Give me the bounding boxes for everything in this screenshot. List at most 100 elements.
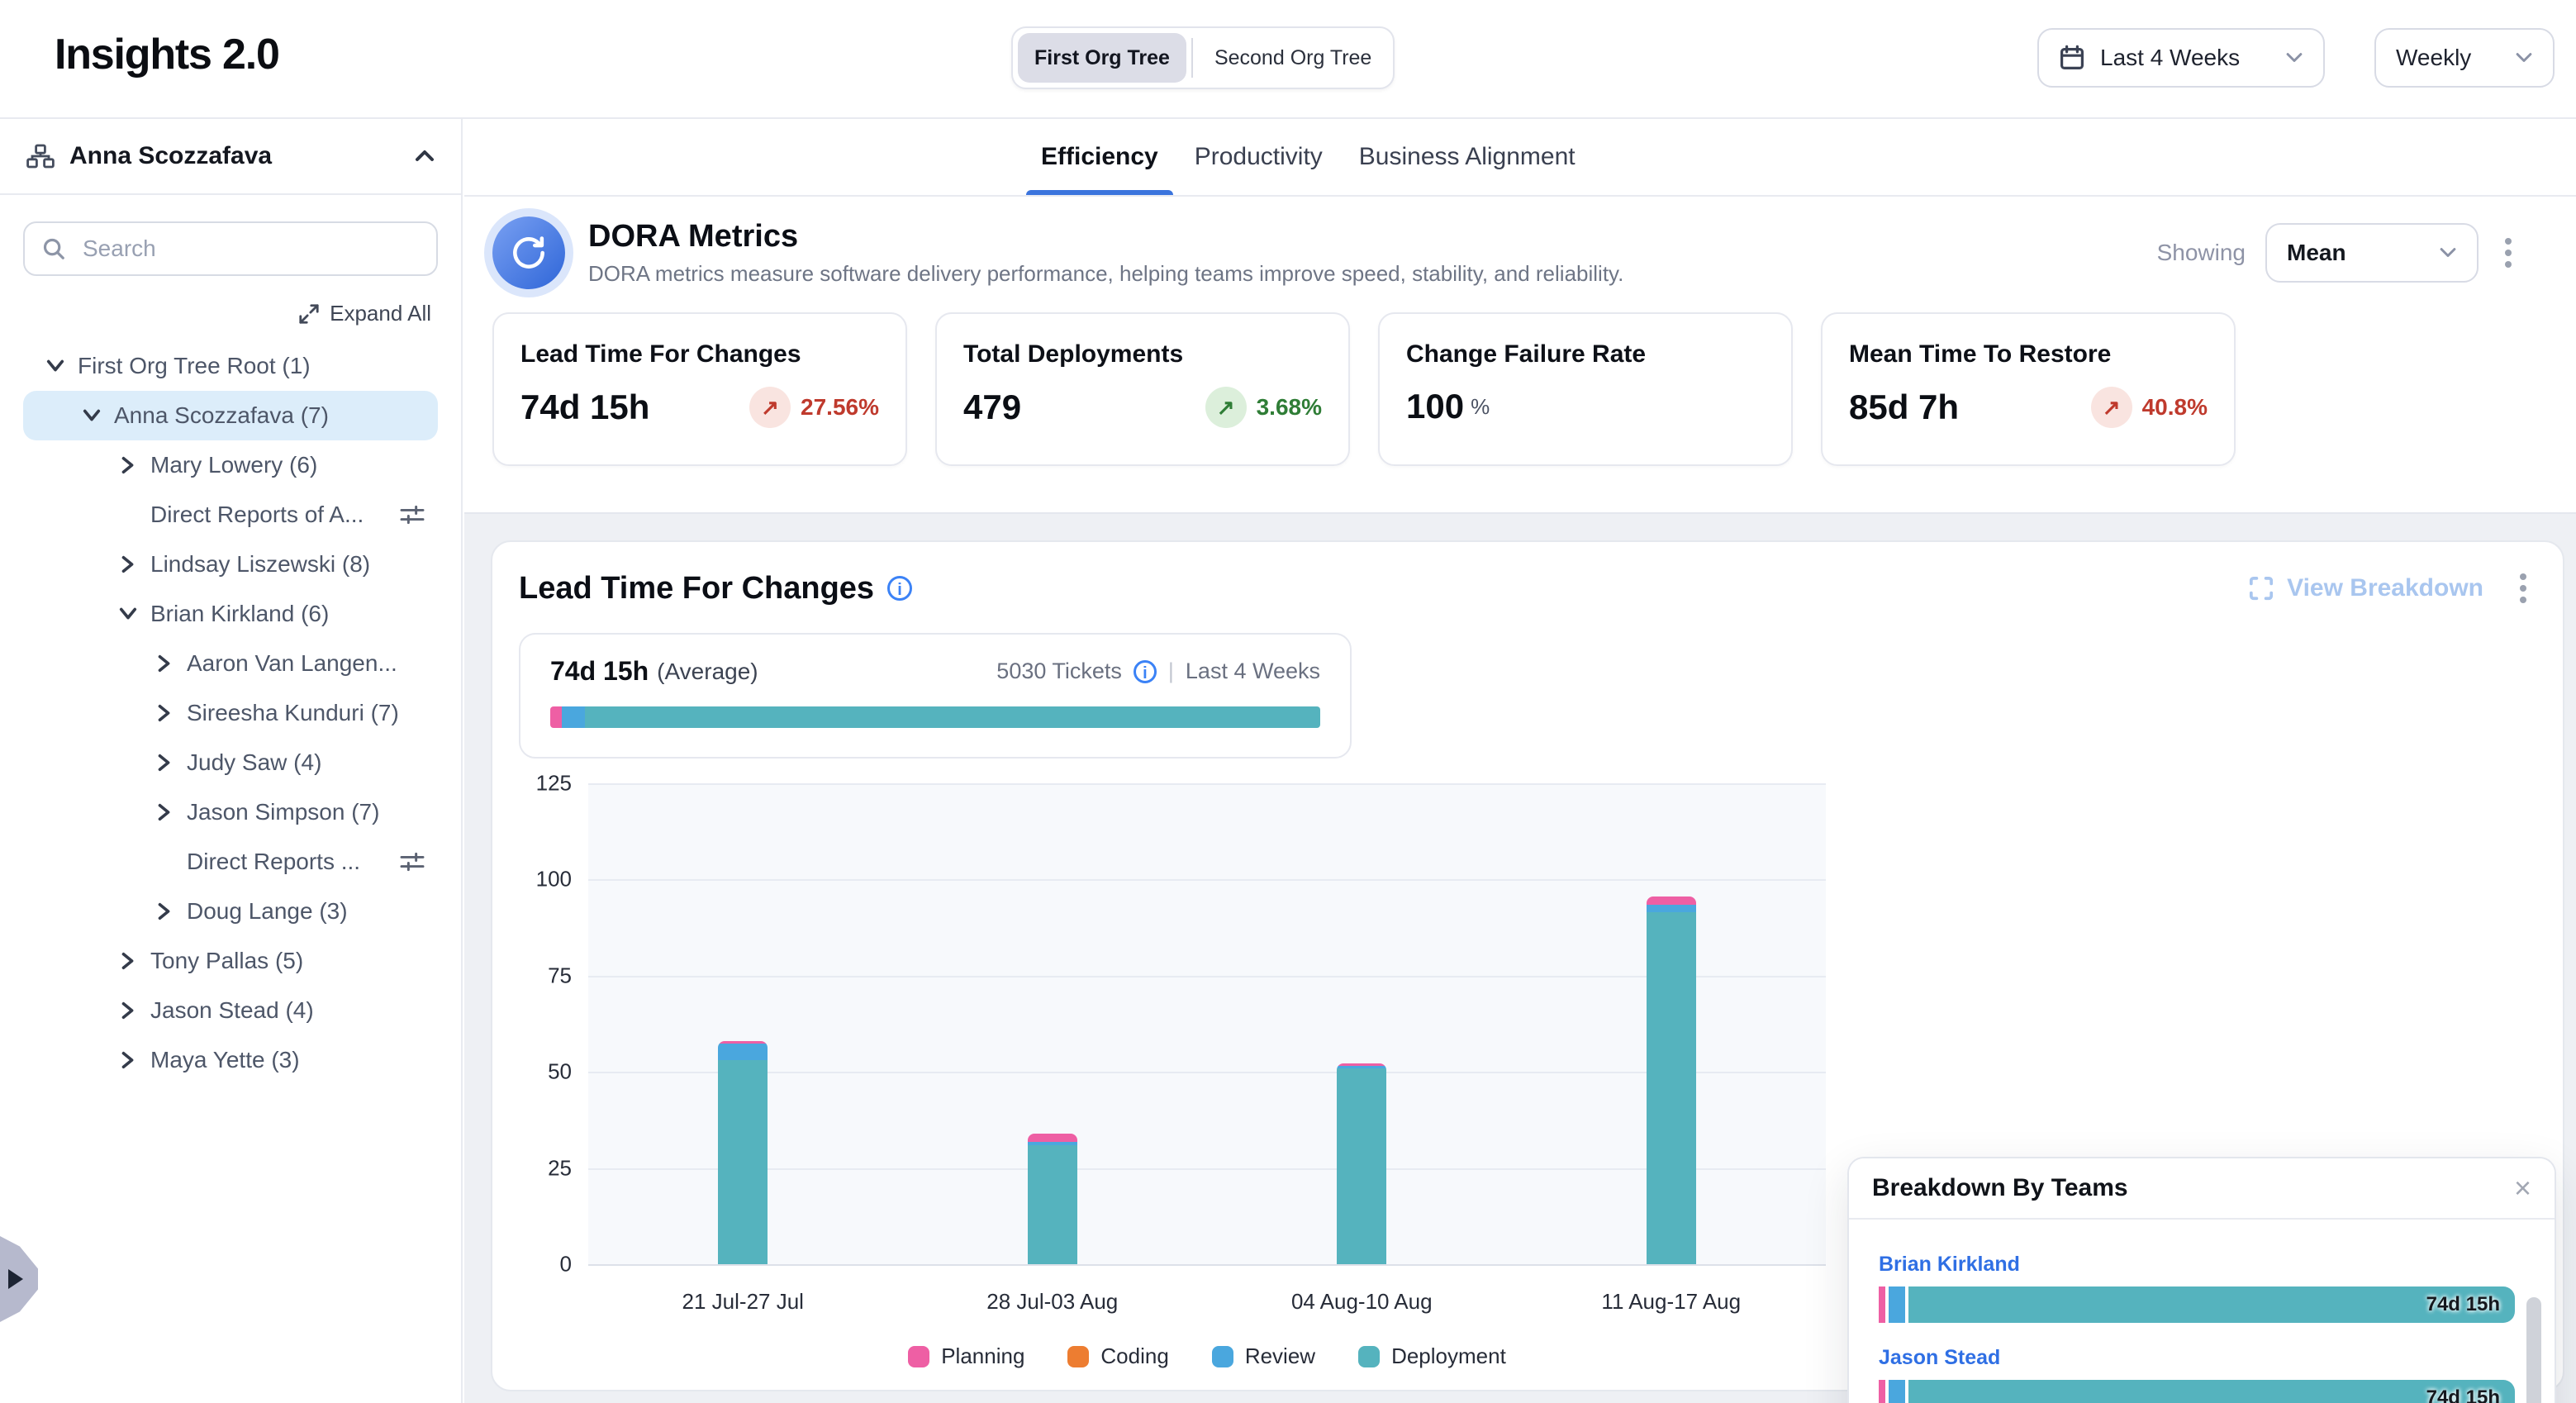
tree-item[interactable]: Sireesha Kunduri (7) xyxy=(23,688,438,738)
chevron-right-icon[interactable] xyxy=(119,456,137,474)
chevron-right-icon[interactable] xyxy=(155,902,173,920)
dora-title: DORA Metrics xyxy=(588,219,799,254)
chevron-up-icon[interactable] xyxy=(415,150,435,163)
tree-item[interactable]: Lindsay Liszewski (8) xyxy=(23,540,438,589)
showing-dropdown[interactable]: Mean xyxy=(2265,223,2479,283)
scrollbar-thumb[interactable] xyxy=(2526,1297,2541,1403)
tree-item[interactable]: Tony Pallas (5) xyxy=(23,936,438,986)
y-axis-tick: 100 xyxy=(535,866,572,892)
legend-item-deployment[interactable]: Deployment xyxy=(1358,1344,1506,1369)
average-summary-card: 74d 15h (Average) 5030 Tickets i | Last … xyxy=(519,633,1352,759)
expand-all-button[interactable]: Expand All xyxy=(30,301,431,326)
tab-efficiency[interactable]: Efficiency xyxy=(1026,119,1173,195)
team-stacked-bar: 74d 15h xyxy=(1879,1380,2515,1403)
y-axis-tick: 125 xyxy=(535,770,572,796)
tree-item-label: Tony Pallas (5) xyxy=(150,948,304,973)
toggle-first-org-tree[interactable]: First Org Tree xyxy=(1018,33,1186,83)
stacked-bar[interactable] xyxy=(718,1040,768,1264)
org-tree-toggle: First Org Tree Second Org Tree xyxy=(1011,26,1395,89)
tab-productivity[interactable]: Productivity xyxy=(1194,143,1323,170)
tree-item[interactable]: First Org Tree Root (1) xyxy=(23,341,438,391)
lead-time-menu-button[interactable] xyxy=(2513,567,2533,610)
tab-business-alignment[interactable]: Business Alignment xyxy=(1358,143,1576,170)
bar-segment-deployment xyxy=(718,1060,768,1264)
team-name-link[interactable]: Jason Stead xyxy=(1879,1346,2001,1369)
x-axis-label: 04 Aug-10 Aug xyxy=(1290,1289,1433,1314)
x-axis-label: 21 Jul-27 Jul xyxy=(682,1289,804,1314)
team-name-link[interactable]: Brian Kirkland xyxy=(1879,1253,2020,1276)
avg-bar-segment-planning xyxy=(550,706,562,728)
tree-item[interactable]: Brian Kirkland (6) xyxy=(23,589,438,639)
dora-metrics-header: DORA Metrics DORA metrics measure softwa… xyxy=(492,216,2548,289)
tree-item[interactable]: Judy Saw (4) xyxy=(23,738,438,787)
tree-item[interactable]: Jason Simpson (7) xyxy=(23,787,438,837)
toggle-second-org-tree[interactable]: Second Org Tree xyxy=(1214,45,1372,69)
stacked-bar[interactable] xyxy=(1027,1133,1077,1264)
info-icon[interactable]: i xyxy=(1133,659,1157,683)
chevron-spacer xyxy=(119,506,137,524)
showing-label: Showing xyxy=(2156,240,2246,265)
filter-sliders-icon[interactable] xyxy=(400,504,425,526)
bar-segment-deployment xyxy=(1337,1068,1387,1264)
tree-item[interactable]: Maya Yette (3) xyxy=(23,1035,438,1085)
tree-item[interactable]: Jason Stead (4) xyxy=(23,986,438,1035)
tree-item[interactable]: Direct Reports of A... xyxy=(23,490,438,540)
date-range-dropdown[interactable]: Last 4 Weeks xyxy=(2037,28,2325,88)
chevron-right-icon[interactable] xyxy=(119,1001,137,1020)
chevron-right-icon[interactable] xyxy=(155,754,173,772)
chevron-right-icon[interactable] xyxy=(119,952,137,970)
tree-item[interactable]: Direct Reports ... xyxy=(23,837,438,887)
chevron-down-icon[interactable] xyxy=(83,407,101,425)
search-box[interactable] xyxy=(23,221,438,276)
triangle-right-icon xyxy=(8,1269,23,1289)
chart-section-background: Lead Time For Changes i View Breakdown 7… xyxy=(464,512,2576,1403)
legend-label: Deployment xyxy=(1391,1344,1506,1368)
legend-item-planning[interactable]: Planning xyxy=(908,1344,1024,1369)
chevron-right-icon[interactable] xyxy=(155,803,173,821)
search-input[interactable] xyxy=(79,234,420,264)
metric-delta-badge: ↗ 3.68% xyxy=(1205,387,1322,428)
bar-segment-planning xyxy=(1646,896,1696,905)
dora-menu-button[interactable] xyxy=(2498,231,2518,274)
breakdown-by-teams-panel: Breakdown By Teams × Brian Kirkland 74d 1… xyxy=(1847,1157,2556,1403)
tree-item[interactable]: Anna Scozzafava (7) xyxy=(23,391,438,440)
team-stacked-bar: 74d 15h xyxy=(1879,1286,2515,1323)
toggle-divider xyxy=(1191,38,1193,78)
tree-item[interactable]: Doug Lange (3) xyxy=(23,887,438,936)
tree-item[interactable]: Aaron Van Langen... xyxy=(23,639,438,688)
metric-card-title: Total Deployments xyxy=(963,340,1184,368)
chevron-down-icon[interactable] xyxy=(46,357,64,375)
tree-item[interactable]: Mary Lowery (6) xyxy=(23,440,438,490)
avg-bar-segment-review xyxy=(561,706,585,728)
chevron-down-icon[interactable] xyxy=(119,605,137,623)
metric-card-title: Lead Time For Changes xyxy=(520,340,801,368)
stacked-bar[interactable] xyxy=(1337,1063,1387,1264)
y-axis-tick: 75 xyxy=(548,963,572,988)
bar-segment-review xyxy=(1646,904,1696,912)
view-breakdown-button[interactable]: View Breakdown xyxy=(2249,574,2483,602)
info-icon[interactable]: i xyxy=(887,576,913,601)
bar-segment-review xyxy=(1337,1066,1387,1068)
metric-delta-badge: ↗ 40.8% xyxy=(2090,387,2208,428)
chart-legend: Planning Coding Review Deployment xyxy=(588,1344,1826,1369)
legend-item-review[interactable]: Review xyxy=(1211,1344,1315,1369)
close-icon[interactable]: × xyxy=(2513,1171,2531,1205)
stacked-bar[interactable] xyxy=(1646,896,1696,1264)
legend-item-coding[interactable]: Coding xyxy=(1067,1344,1169,1369)
gridline xyxy=(588,783,1826,785)
average-stacked-bar xyxy=(550,706,1320,728)
granularity-dropdown[interactable]: Weekly xyxy=(2374,28,2555,88)
sidebar-header[interactable]: Anna Scozzafava xyxy=(0,119,461,195)
chevron-down-icon xyxy=(2439,247,2457,259)
gridline xyxy=(588,879,1826,882)
chevron-right-icon[interactable] xyxy=(119,1051,137,1069)
expand-icon xyxy=(298,303,320,325)
breakdown-team-row: Brian Kirkland 74d 15h xyxy=(1879,1253,2515,1323)
bar-segment-planning xyxy=(1337,1063,1387,1067)
metric-card-value: 479 xyxy=(963,388,1022,426)
chevron-right-icon[interactable] xyxy=(155,654,173,673)
chevron-right-icon[interactable] xyxy=(119,555,137,573)
metric-card-value: 100 xyxy=(1406,387,1465,426)
chevron-right-icon[interactable] xyxy=(155,704,173,722)
filter-sliders-icon[interactable] xyxy=(400,851,425,873)
